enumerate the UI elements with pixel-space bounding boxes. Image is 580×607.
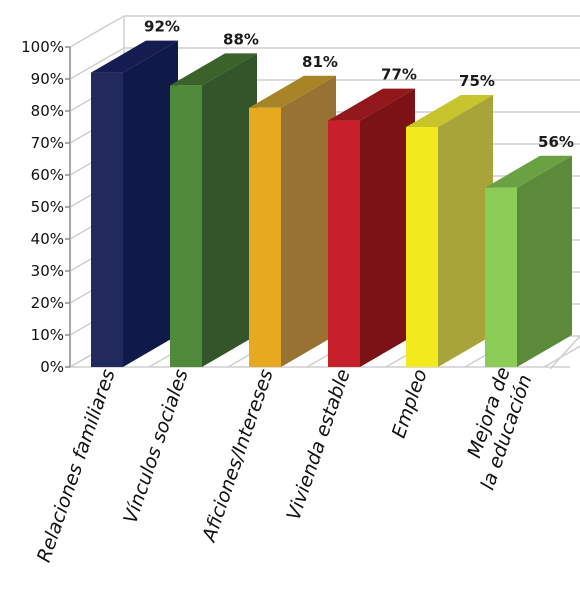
bar-series: [91, 40, 572, 368]
bar-top-face: [406, 95, 493, 127]
category-label-line: Vínculos sociales: [119, 366, 192, 526]
data-label: 88%: [223, 30, 259, 48]
category-label: Aficiones/Intereses: [198, 366, 278, 546]
category-label: Empleo: [388, 366, 432, 440]
bar-side-face: [438, 95, 493, 367]
data-labels: 92% 88% 81% 77% 75% 56%: [144, 18, 574, 151]
floor-divider: [543, 345, 580, 368]
y-axis: 0% 10% 20% 30% 40% 50% 60% 70% 80% 90% 100%: [21, 38, 71, 376]
bar: [485, 155, 572, 367]
bar-front-face: [91, 72, 123, 367]
bar: [406, 95, 493, 367]
bar-top-face: [249, 75, 336, 108]
gridline-side: [69, 15, 125, 48]
bar-side-face: [202, 53, 257, 368]
bar-top-face: [328, 88, 415, 121]
bar-side-face: [360, 88, 415, 367]
category-label: Mejora dela educación: [455, 364, 537, 492]
y-tick-label: 10%: [31, 326, 64, 344]
bar: [328, 88, 415, 367]
bar-front-face: [328, 120, 360, 367]
category-label-line: Aficiones/Intereses: [198, 366, 278, 546]
y-tick-label: 100%: [21, 38, 64, 56]
y-tick-label: 40%: [31, 230, 64, 248]
category-label: Vivienda estable: [282, 366, 354, 523]
bar-side-face: [517, 155, 572, 367]
data-label: 56%: [538, 133, 574, 151]
bar-top-face: [91, 40, 178, 73]
y-tick-label: 90%: [31, 70, 64, 88]
bar: [249, 75, 336, 368]
bar: [170, 53, 257, 368]
data-label: 92%: [144, 18, 180, 36]
y-tick-label: 30%: [31, 262, 64, 280]
y-tick-label: 80%: [31, 102, 64, 120]
bar: [91, 40, 178, 367]
category-label: Relaciones familiares: [33, 366, 120, 565]
floor-right-edge: [549, 335, 580, 370]
bar-front-face: [485, 187, 517, 367]
bar-front-face: [406, 127, 438, 367]
y-tick-label: 0%: [40, 358, 64, 376]
data-label: 77%: [381, 66, 417, 84]
bar-side-face: [281, 75, 336, 368]
category-label-line: Vivienda estable: [282, 366, 354, 523]
category-labels: Relaciones familiares Vínculos sociales Af…: [33, 364, 536, 565]
y-tick-label: 60%: [31, 166, 64, 184]
y-tick-label: 50%: [31, 198, 64, 216]
y-tick-label: 20%: [31, 294, 64, 312]
data-label: 81%: [302, 53, 338, 71]
data-label: 75%: [459, 72, 495, 90]
y-tick-label: 70%: [31, 134, 64, 152]
bar-top-face: [170, 53, 257, 86]
bar-front-face: [170, 85, 202, 368]
category-label-line: Relaciones familiares: [33, 366, 120, 565]
category-label-line: Empleo: [388, 366, 432, 440]
bar-top-face: [485, 155, 572, 188]
bar-front-face: [249, 107, 281, 368]
category-label: Vínculos sociales: [119, 366, 192, 526]
bar-side-face: [123, 40, 178, 367]
gridline-side: [69, 47, 125, 80]
